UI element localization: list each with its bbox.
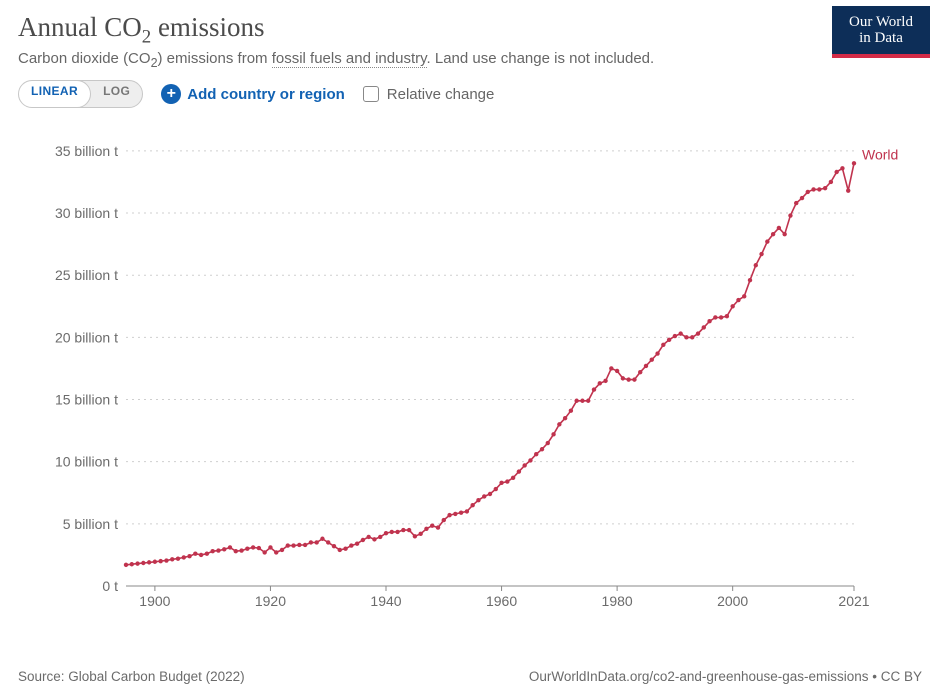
svg-text:1960: 1960 xyxy=(486,593,517,609)
checkbox-icon xyxy=(363,86,379,102)
svg-text:2000: 2000 xyxy=(717,593,748,609)
owid-logo: Our World in Data xyxy=(832,6,930,58)
logo-line-2: in Data xyxy=(832,30,930,47)
add-country-label: Add country or region xyxy=(187,86,345,103)
logo-line-1: Our World xyxy=(832,14,930,31)
chart-subtitle: Carbon dioxide (CO2) emissions from foss… xyxy=(18,50,802,70)
chart-title: Annual CO2 emissions xyxy=(18,12,802,48)
svg-text:25 billion t: 25 billion t xyxy=(55,268,118,284)
svg-text:20 billion t: 20 billion t xyxy=(55,330,118,346)
svg-text:0 t: 0 t xyxy=(102,578,118,594)
svg-text:35 billion t: 35 billion t xyxy=(55,143,118,159)
svg-text:15 billion t: 15 billion t xyxy=(55,392,118,408)
scale-toggle[interactable]: LINEAR LOG xyxy=(18,80,143,108)
relative-change-checkbox[interactable]: Relative change xyxy=(363,86,495,103)
relative-change-label: Relative change xyxy=(387,86,495,103)
plus-icon: + xyxy=(161,84,181,104)
svg-text:1900: 1900 xyxy=(139,593,170,609)
fossil-fuels-link[interactable]: fossil fuels and industry xyxy=(272,50,427,68)
scale-log-button[interactable]: LOG xyxy=(91,81,142,107)
svg-text:10 billion t: 10 billion t xyxy=(55,454,118,470)
svg-text:1940: 1940 xyxy=(370,593,401,609)
add-country-button[interactable]: + Add country or region xyxy=(161,84,345,104)
series-label-world: World xyxy=(862,147,898,163)
svg-text:1980: 1980 xyxy=(602,593,633,609)
svg-text:1920: 1920 xyxy=(255,593,286,609)
svg-text:30 billion t: 30 billion t xyxy=(55,205,118,221)
chart-card: Our World in Data Annual CO2 emissions C… xyxy=(0,0,940,696)
chart-area[interactable]: 0 t 5 billion t 10 billion t 15 billion t 20… xyxy=(18,112,922,622)
attribution-text: OurWorldInData.org/co2-and-greenhouse-ga… xyxy=(529,669,922,684)
chart-controls: LINEAR LOG + Add country or region Relat… xyxy=(18,80,922,108)
svg-text:5 billion t: 5 billion t xyxy=(63,516,118,532)
svg-text:2021: 2021 xyxy=(838,593,869,609)
chart-footer: Source: Global Carbon Budget (2022) OurW… xyxy=(18,669,922,684)
line-chart-svg: 0 t 5 billion t 10 billion t 15 billion t 20… xyxy=(18,112,922,622)
source-text: Source: Global Carbon Budget (2022) xyxy=(18,669,245,684)
scale-linear-button[interactable]: LINEAR xyxy=(18,80,91,108)
